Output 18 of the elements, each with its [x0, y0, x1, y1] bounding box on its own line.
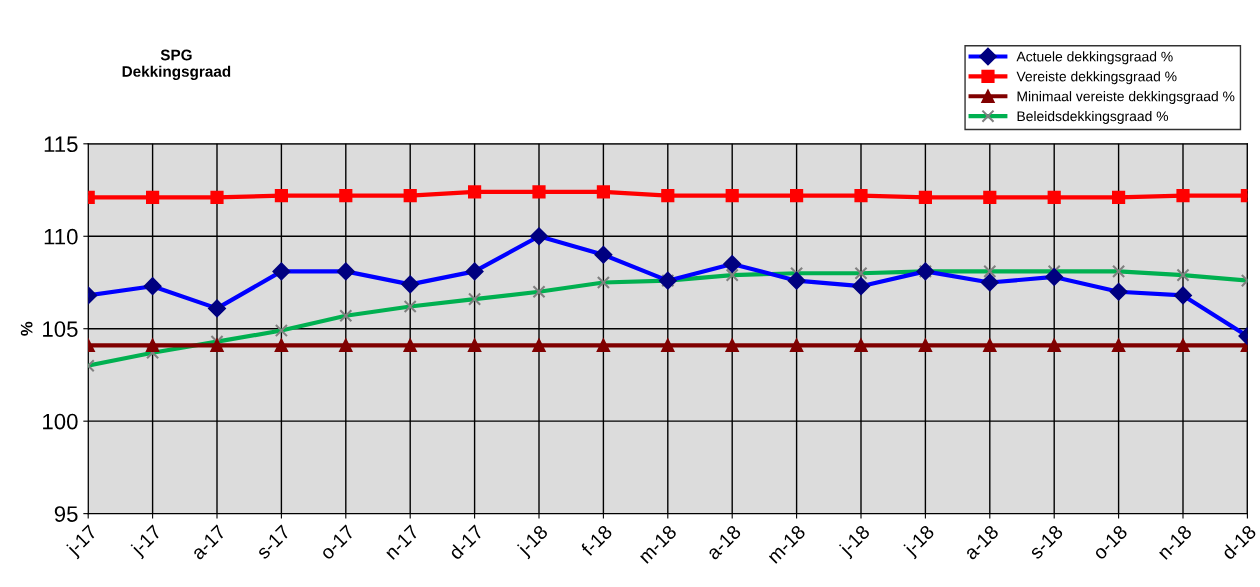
x-tick-label: o-18 [1092, 524, 1129, 561]
y-tick-label: 95 [54, 506, 78, 522]
x-tick-label: d-18 [1220, 523, 1257, 561]
y-tick-label: 105 [43, 321, 78, 337]
legend-label: Minimaal vereiste dekkingsgraad % [1017, 91, 1235, 105]
y-axis-title: % [20, 321, 33, 336]
chart-title: SPG Dekkingsgraad [122, 49, 231, 80]
y-tick-label: 110 [44, 228, 78, 245]
x-tick-label: j-18 [837, 523, 874, 560]
legend-label: Actuele dekkingsgraad % [1016, 51, 1173, 65]
legend-label: Vereiste dekkingsgraad % [1016, 71, 1177, 85]
y-tick-label: 115 [44, 136, 78, 153]
x-tick-label: j-18 [515, 523, 552, 560]
legend-label: Beleidsdekkingsgraad % [1017, 110, 1169, 124]
y-tick-label: 100 [43, 413, 78, 430]
x-tick-label: s-18 [1028, 524, 1064, 560]
x-tick-label: j-18 [902, 523, 938, 560]
x-tick-label: f-18 [579, 523, 613, 557]
